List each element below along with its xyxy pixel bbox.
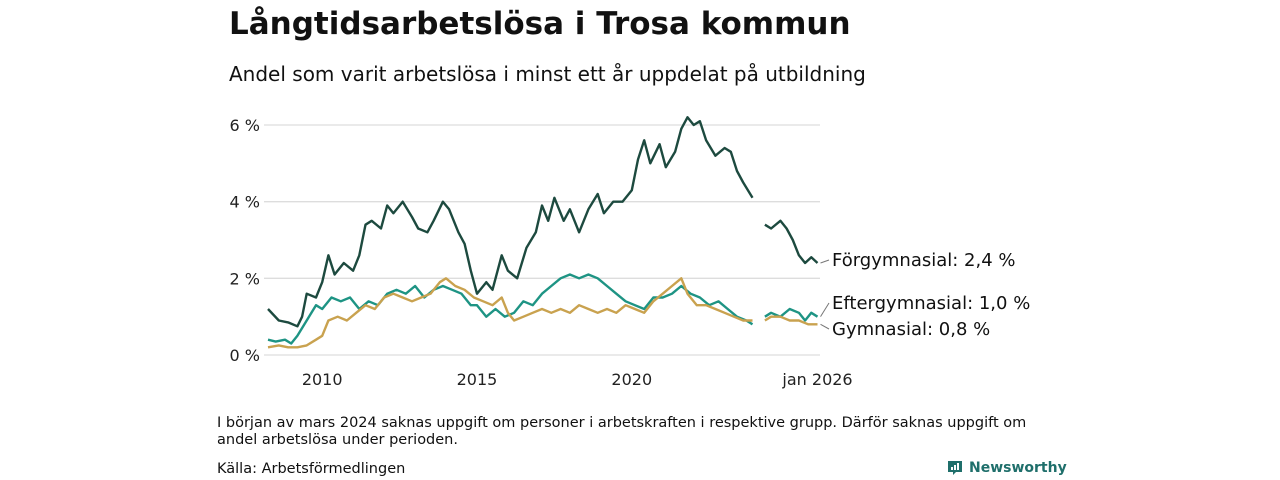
- x-tick-label: 2010: [302, 370, 343, 389]
- end-label-eftergymnasial: Eftergymnasial: 1,0 %: [832, 293, 1030, 314]
- newsworthy-logo: Newsworthy: [946, 459, 1067, 477]
- y-tick-label: 6 %: [230, 116, 260, 135]
- series-line-gymnasial: [764, 315, 818, 326]
- chart-title: Långtidsarbetslösa i Trosa kommun: [229, 6, 851, 42]
- y-tick-label: 0 %: [230, 346, 260, 365]
- x-tick-label: 2015: [457, 370, 498, 389]
- series-line-förgymnasial: [764, 219, 819, 265]
- brand-name: Newsworthy: [969, 460, 1067, 476]
- series-line-gymnasial: [267, 277, 753, 349]
- source-label: Källa: Arbetsförmedlingen: [217, 461, 406, 477]
- end-label-gymnasial: Gymnasial: 0,8 %: [832, 319, 990, 340]
- series-line-förgymnasial: [267, 116, 754, 328]
- label-leader-eftergymnasial: [820, 302, 830, 317]
- label-leader-gymnasial: [820, 323, 830, 330]
- x-tick-label: jan 2026: [781, 370, 852, 389]
- footnote: I början av mars 2024 saknas uppgift om …: [217, 415, 1027, 448]
- line-chart: 0 % 2 % 4 % 6 % 2010 2015 2020 jan 2026 Förgymna…: [230, 116, 1031, 389]
- x-tick-label: 2020: [611, 370, 652, 389]
- series-line-eftergymnasial: [764, 307, 819, 322]
- chart-subtitle: Andel som varit arbetslösa i minst ett å…: [229, 62, 866, 86]
- series-line-eftergymnasial: [267, 273, 754, 345]
- end-label-förgymnasial: Förgymnasial: 2,4 %: [832, 250, 1016, 271]
- label-leader-förgymnasial: [820, 259, 830, 264]
- y-tick-label: 2 %: [230, 269, 260, 288]
- newsworthy-icon: [948, 461, 962, 475]
- y-tick-label: 4 %: [230, 193, 260, 212]
